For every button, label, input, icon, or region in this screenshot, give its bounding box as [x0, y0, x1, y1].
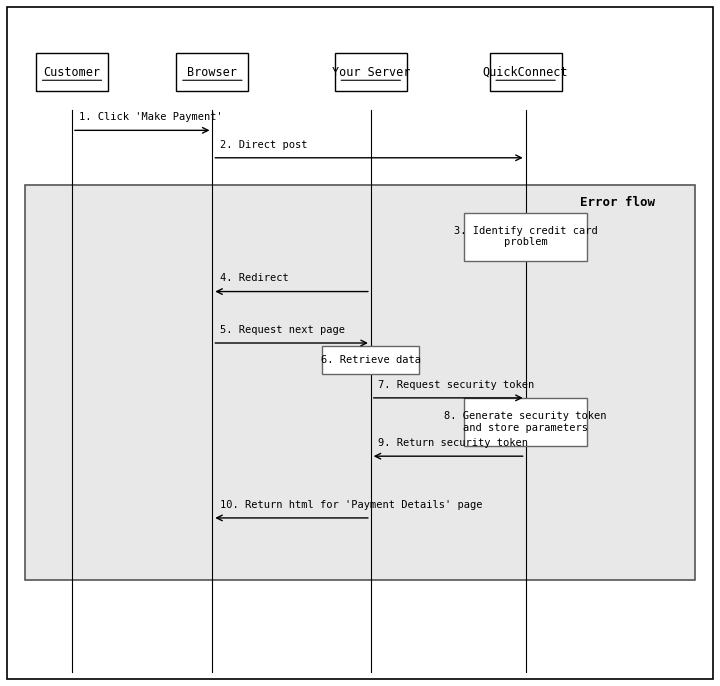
- Text: 5. Request next page: 5. Request next page: [220, 324, 345, 335]
- FancyBboxPatch shape: [7, 7, 713, 679]
- FancyBboxPatch shape: [25, 185, 695, 580]
- Text: 2. Direct post: 2. Direct post: [220, 139, 307, 150]
- Text: 6. Retrieve data: 6. Retrieve data: [321, 355, 420, 365]
- Text: 7. Request security token: 7. Request security token: [378, 379, 534, 390]
- Text: QuickConnect: QuickConnect: [483, 66, 568, 78]
- Text: 8. Generate security token
and store parameters: 8. Generate security token and store par…: [444, 411, 607, 433]
- Text: Browser: Browser: [187, 66, 238, 78]
- FancyBboxPatch shape: [36, 54, 108, 91]
- FancyBboxPatch shape: [323, 346, 419, 374]
- FancyBboxPatch shape: [490, 54, 562, 91]
- FancyBboxPatch shape: [464, 398, 587, 446]
- FancyBboxPatch shape: [464, 213, 587, 261]
- Text: Error flow: Error flow: [580, 196, 655, 209]
- Text: Customer: Customer: [43, 66, 101, 78]
- Text: 3. Identify credit card
problem: 3. Identify credit card problem: [454, 226, 598, 248]
- FancyBboxPatch shape: [335, 54, 407, 91]
- Text: 4. Redirect: 4. Redirect: [220, 273, 288, 283]
- Text: Your Server: Your Server: [332, 66, 410, 78]
- Text: 1. Click 'Make Payment': 1. Click 'Make Payment': [79, 112, 223, 122]
- FancyBboxPatch shape: [176, 54, 248, 91]
- Text: 10. Return html for 'Payment Details' page: 10. Return html for 'Payment Details' pa…: [220, 499, 482, 510]
- Text: 9. Return security token: 9. Return security token: [378, 438, 528, 448]
